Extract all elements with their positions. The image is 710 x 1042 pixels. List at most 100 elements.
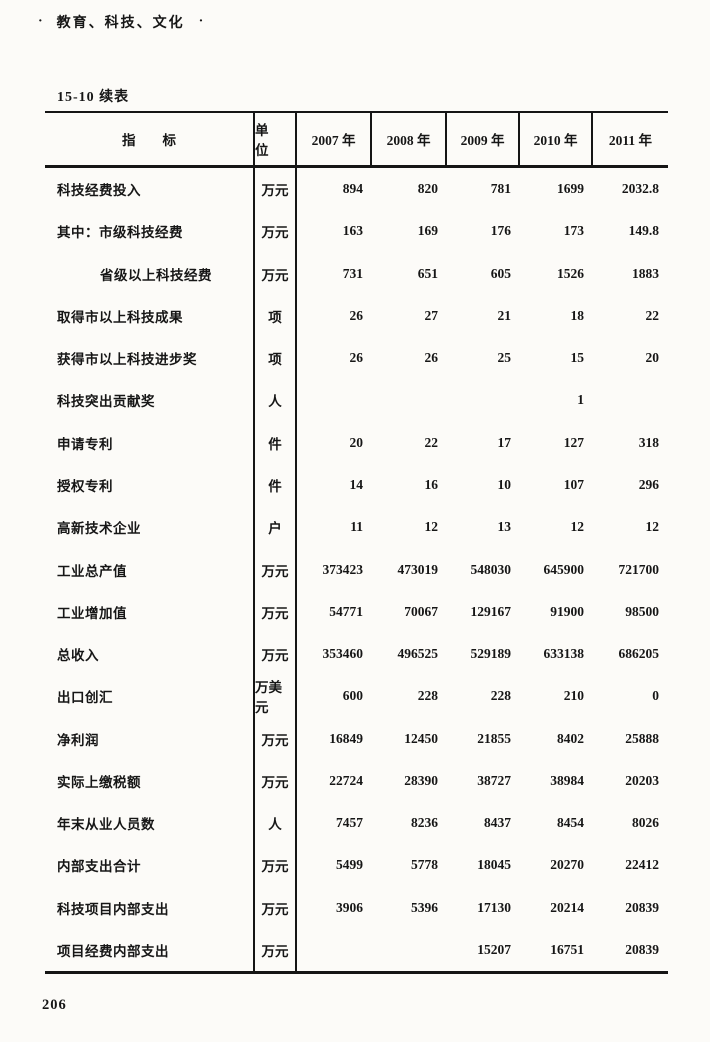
row-value: 12450 [404, 730, 438, 746]
row-value: 26 [349, 307, 364, 323]
row-label: 申请专利 [45, 421, 255, 464]
row-value: 70067 [404, 603, 438, 619]
row-value: 15 [570, 350, 585, 366]
header-year-2007: 2007 年 [297, 113, 372, 165]
row-value: 651 [417, 265, 438, 281]
row-label: 科技项目内部支出 [45, 886, 255, 929]
table-header-row: 指 标 单 位 2007 年 2008 年 2009 年 2010 年 2011… [45, 113, 668, 168]
row-label: 高新技术企业 [45, 506, 255, 549]
row-value: 228 [490, 688, 511, 704]
row-value: 38727 [477, 772, 511, 788]
row-value: 26 [349, 350, 364, 366]
row-value: 12 [424, 519, 439, 535]
statistics-table: 指 标 单 位 2007 年 2008 年 2009 年 2010 年 2011… [45, 111, 668, 974]
row-value: 0 [652, 688, 659, 704]
row-value: 781 [490, 181, 511, 197]
row-unit: 人 [255, 379, 297, 422]
row-value: 91900 [550, 603, 584, 619]
row-unit: 万元 [255, 548, 297, 591]
row-unit: 项 [255, 294, 297, 338]
row-value: 16751 [550, 941, 584, 957]
row-value: 20839 [625, 941, 659, 957]
row-label: 工业增加值 [45, 590, 255, 633]
row-value: 15207 [477, 941, 511, 957]
row-value: 28390 [404, 772, 438, 788]
row-value: 1526 [557, 265, 584, 281]
row-value: 820 [417, 181, 438, 197]
row-value: 721700 [618, 561, 660, 577]
running-head-text: 教育、科技、文化 [56, 16, 185, 31]
row-value: 8026 [632, 815, 659, 831]
table-row: 申请专利 件 20 22 17 127 318 [45, 421, 668, 464]
row-value: 8454 [557, 815, 584, 831]
row-value: 127 [563, 434, 584, 450]
row-value: 210 [563, 688, 584, 704]
row-unit: 万元 [255, 844, 297, 887]
row-value: 22724 [329, 772, 363, 788]
row-label: 工业总产值 [45, 548, 255, 591]
header-year-2008: 2008 年 [372, 113, 447, 165]
row-value: 473019 [397, 561, 439, 577]
row-value: 107 [563, 476, 584, 492]
row-value: 3906 [336, 899, 363, 915]
row-value: 27 [424, 307, 439, 323]
row-value: 7457 [336, 815, 363, 831]
row-label: 科技突出贡献奖 [45, 379, 255, 422]
row-value: 1883 [632, 265, 659, 281]
row-value: 18 [570, 307, 585, 323]
table-body: 科技经费投入 万元 894 820 781 1699 2032.8 其中：市级科… [45, 168, 668, 972]
row-value: 16849 [329, 730, 363, 746]
row-unit: 户 [255, 506, 297, 549]
table-row: 科技经费投入 万元 894 820 781 1699 2032.8 [45, 168, 668, 211]
row-value: 169 [417, 223, 438, 239]
table-row: 省级以上科技经费 万元 731 651 605 1526 1883 [45, 252, 668, 295]
table-row: 获得市以上科技进步奖 项 26 26 25 15 20 [45, 337, 668, 380]
row-label: 出口创汇 [45, 675, 255, 718]
row-value: 605 [490, 265, 511, 281]
row-value: 22 [645, 307, 660, 323]
row-value: 22412 [625, 857, 659, 873]
table-row: 总收入 万元 353460 496525 529189 633138 68620… [45, 632, 668, 676]
row-value: 5778 [411, 857, 438, 873]
row-value: 25888 [625, 730, 659, 746]
row-value: 600 [342, 688, 363, 704]
row-label: 总收入 [45, 632, 255, 676]
row-value: 163 [342, 223, 363, 239]
row-label: 项目经费内部支出 [45, 928, 255, 972]
header-year-2011: 2011 年 [608, 133, 653, 148]
row-value: 12 [645, 519, 660, 535]
row-value: 26 [424, 350, 439, 366]
page-number: 206 [42, 997, 67, 1013]
row-value: 13 [497, 519, 512, 535]
row-value: 5499 [336, 857, 363, 873]
row-unit: 件 [255, 421, 297, 464]
row-label: 取得市以上科技成果 [45, 294, 255, 338]
table-row: 实际上缴税额 万元 22724 28390 38727 38984 20203 [45, 759, 668, 802]
table-row: 工业总产值 万元 373423 473019 548030 645900 721… [45, 548, 668, 591]
row-unit: 万元 [255, 759, 297, 802]
row-value: 17130 [477, 899, 511, 915]
row-label: 获得市以上科技进步奖 [45, 337, 255, 380]
table-row: 科技项目内部支出 万元 3906 5396 17130 20214 20839 [45, 886, 668, 929]
row-value: 296 [638, 476, 659, 492]
row-unit: 万元 [255, 590, 297, 633]
table-row: 科技突出贡献奖 人 1 [45, 379, 668, 422]
row-value: 8402 [557, 730, 584, 746]
row-unit: 万元 [255, 886, 297, 929]
running-head-left-dot: · [38, 14, 43, 29]
row-value: 645900 [543, 561, 585, 577]
row-value: 98500 [625, 603, 659, 619]
row-value: 20 [349, 434, 364, 450]
row-unit: 件 [255, 463, 297, 507]
row-unit: 万元 [255, 717, 297, 760]
row-value: 496525 [397, 646, 439, 662]
table-row: 内部支出合计 万元 5499 5778 18045 20270 22412 [45, 844, 668, 887]
row-value: 20203 [625, 772, 659, 788]
row-value: 149.8 [628, 223, 659, 239]
row-value: 633138 [543, 646, 585, 662]
row-value: 548030 [470, 561, 512, 577]
table-row: 高新技术企业 户 11 12 13 12 12 [45, 506, 668, 549]
row-value: 22 [424, 434, 439, 450]
table-row: 其中：市级科技经费 万元 163 169 176 173 149.8 [45, 210, 668, 253]
row-value: 11 [350, 519, 363, 535]
